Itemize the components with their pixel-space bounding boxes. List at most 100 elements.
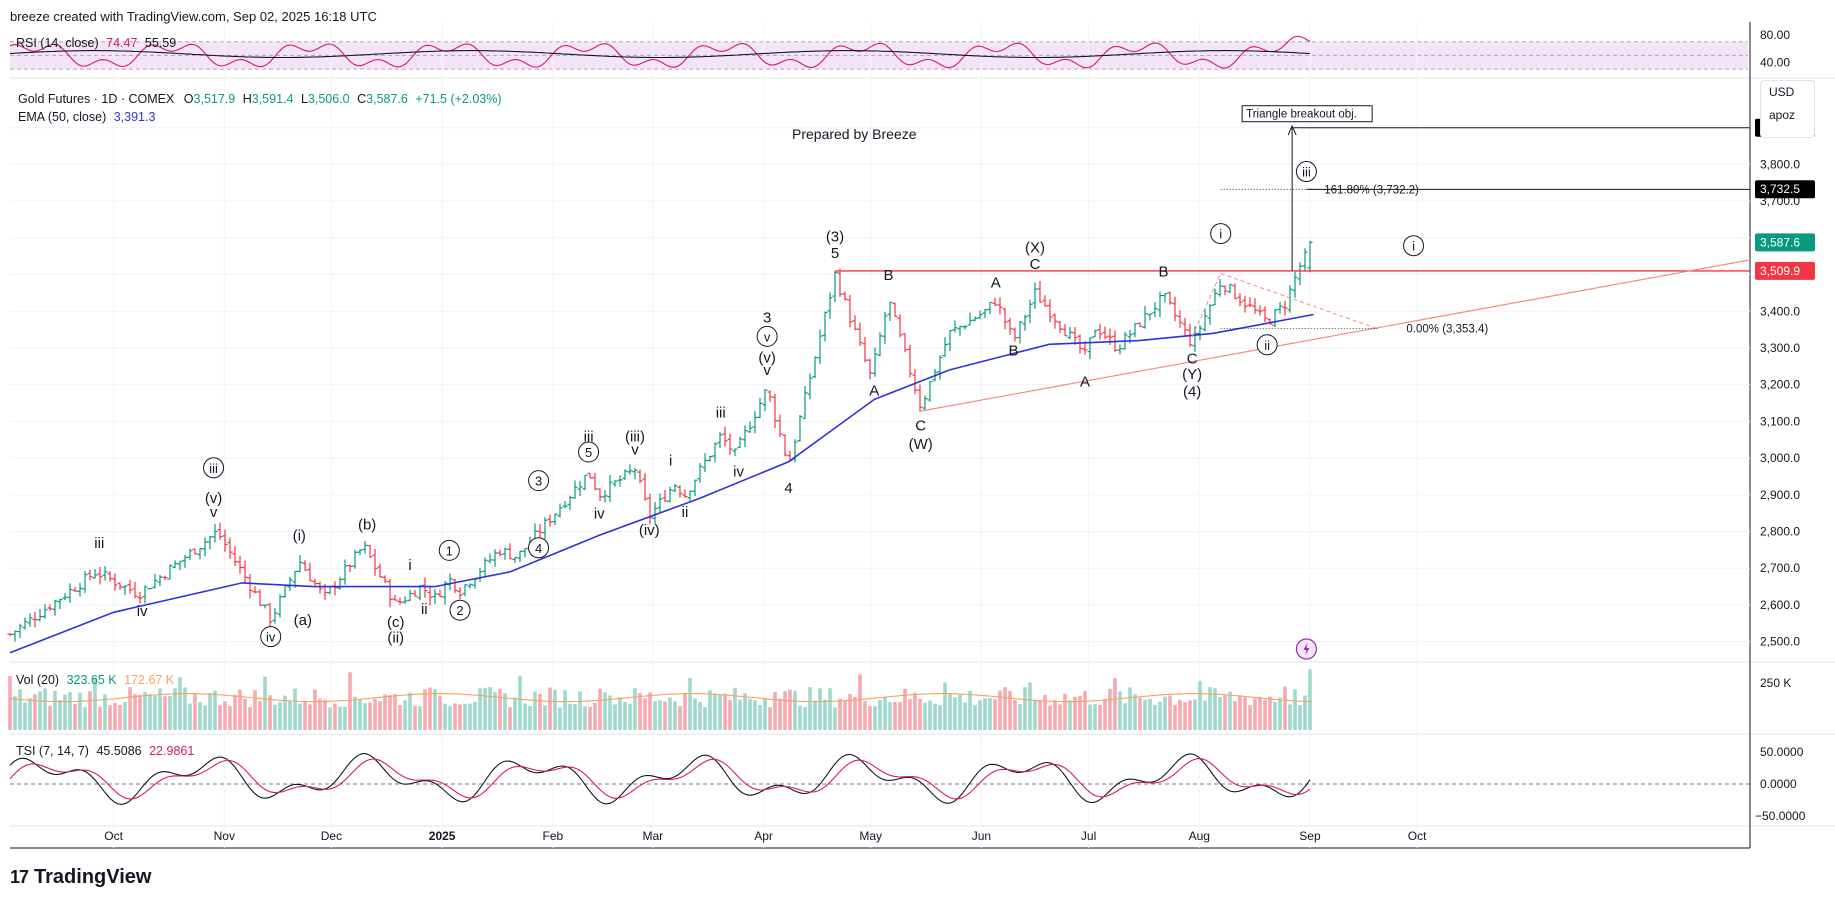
wave-label: i <box>1219 227 1222 242</box>
volume-bar <box>248 707 252 730</box>
ohlc-bar <box>32 611 38 628</box>
ohlc-bar <box>1222 285 1228 296</box>
volume-bar <box>93 677 97 730</box>
wave-label: v <box>631 441 639 458</box>
breakout-label-box <box>1241 105 1373 123</box>
volume-bar <box>103 694 107 730</box>
y-tick-label: 2,600.0 <box>1760 598 1800 612</box>
volume-bar <box>268 695 272 730</box>
volume-bar <box>1118 691 1122 730</box>
ohlc-bar <box>917 384 923 412</box>
volume-bar <box>188 703 192 730</box>
volume-bar <box>918 699 922 730</box>
x-tick-label: Jun <box>972 829 991 843</box>
fib-1618-label: 161.80% (3,732.2) <box>1324 184 1419 196</box>
volume-bar <box>493 692 497 730</box>
ohlc-bar <box>492 549 498 568</box>
wave-label: i <box>1412 239 1415 254</box>
volume-bar <box>288 700 292 730</box>
ohlc-bar <box>647 493 653 525</box>
ohlc-bar <box>507 543 513 560</box>
ohlc-bar <box>557 503 563 518</box>
volume-bar <box>58 700 62 730</box>
ohlc-bar <box>1227 283 1233 293</box>
ohlc-bar <box>952 320 958 333</box>
ohlc-bar <box>227 537 233 559</box>
volume-axis-label: 250 K <box>1760 676 1791 690</box>
volume-bar <box>758 705 762 730</box>
volume-bar <box>698 702 702 730</box>
ohlc-bar <box>457 587 463 600</box>
ohlc-bar <box>22 617 28 630</box>
ohlc-bar <box>372 549 378 576</box>
ohlc-bar <box>867 359 873 380</box>
volume-bar <box>1048 705 1052 730</box>
volume-bar <box>753 700 757 730</box>
ohlc-bar <box>1022 314 1028 331</box>
volume-bar <box>513 697 517 730</box>
volume-bar <box>393 693 397 730</box>
ohlc-bar <box>347 564 353 573</box>
volume-bar <box>1223 695 1227 730</box>
ohlc-bar <box>1207 304 1213 325</box>
volume-bar <box>1308 669 1312 730</box>
wave-label: (X) <box>1025 240 1045 257</box>
volume-bar <box>623 701 627 730</box>
ohlc-bar <box>562 501 568 509</box>
ohlc-bar <box>467 583 473 589</box>
wave-label: 5 <box>585 445 592 460</box>
ohlc-bar <box>752 410 758 434</box>
x-tick-label: Nov <box>214 829 235 843</box>
volume-bar <box>748 698 752 730</box>
y-tick-label: 3,100.0 <box>1760 414 1800 428</box>
close-label: C <box>357 92 367 106</box>
tradingview-logo[interactable]: 17 TradingView <box>10 866 151 889</box>
ohlc-bar <box>1167 291 1173 305</box>
volume-bar <box>928 700 932 730</box>
volume-bar <box>1138 697 1142 730</box>
volume-bar <box>978 700 982 730</box>
volume-bar <box>378 701 382 730</box>
ohlc-bar <box>1042 295 1048 307</box>
volume-bar <box>303 701 307 730</box>
volume-bar <box>703 707 707 730</box>
volume-bar <box>143 692 147 730</box>
volume-bar <box>823 699 827 730</box>
ohlc-bar <box>412 589 418 597</box>
ohlc-bar <box>107 571 113 582</box>
volume-bar <box>203 705 207 730</box>
change-value: +71.5 (+2.03%) <box>415 92 502 106</box>
ohlc-bar <box>837 268 843 297</box>
volume-bar <box>558 707 562 730</box>
wave-label: 4 <box>535 541 542 556</box>
volume-bar <box>308 704 312 730</box>
ohlc-bar <box>782 434 788 457</box>
ohlc-bar <box>877 332 883 357</box>
wave-label: i <box>669 452 672 469</box>
currency-selector[interactable]: USD apoz <box>1760 80 1815 138</box>
ohlc-bar <box>1162 293 1168 303</box>
rsi-line <box>9 35 1311 69</box>
wave-label: B <box>1009 342 1019 359</box>
y-tick-label: 2,500.0 <box>1760 635 1800 649</box>
currency-unit: USD <box>1769 85 1795 99</box>
volume-bar <box>853 697 857 730</box>
ohlc-bar <box>712 442 718 463</box>
ohlc-bar <box>1282 300 1288 316</box>
wave-label: A <box>1080 374 1090 391</box>
open-label: O <box>183 92 194 106</box>
y-tick-label: 3,300.0 <box>1760 341 1800 355</box>
volume-bar <box>158 688 162 730</box>
wave-label: C <box>1030 256 1041 273</box>
volume-bar <box>668 697 672 730</box>
wave-circle <box>528 537 550 559</box>
ohlc-bar <box>1012 327 1018 342</box>
wave-label: (b) <box>358 517 376 534</box>
ohlc-bar <box>927 380 933 402</box>
ohlc-bar <box>162 575 168 581</box>
wave-label: 4 <box>784 480 792 497</box>
volume-bar <box>43 688 47 730</box>
volume-bar <box>173 688 177 730</box>
ohlc-bar <box>1262 306 1268 323</box>
